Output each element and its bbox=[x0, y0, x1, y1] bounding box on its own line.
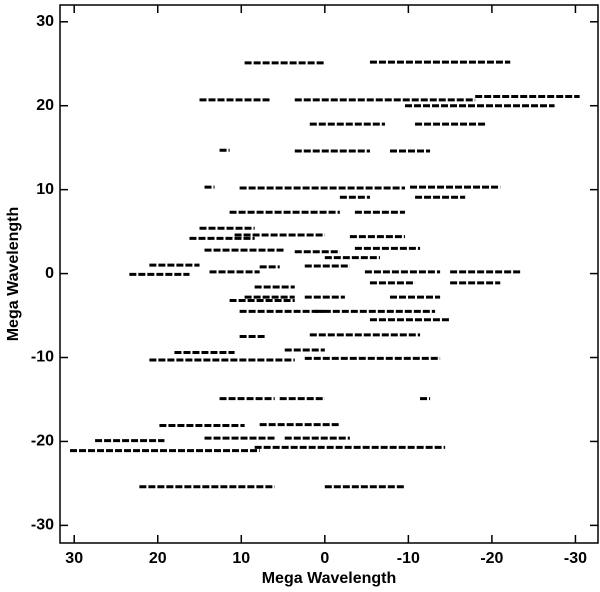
y-tick-label: 0 bbox=[45, 265, 54, 282]
x-tick-label: -20 bbox=[480, 550, 503, 567]
y-axis-title: Mega Wavelength bbox=[5, 207, 22, 342]
y-tick-label: 30 bbox=[36, 13, 54, 30]
x-tick-label: 0 bbox=[320, 550, 329, 567]
x-tick-label: -30 bbox=[564, 550, 587, 567]
x-tick-label: 10 bbox=[232, 550, 250, 567]
y-tick-label: -20 bbox=[31, 433, 54, 450]
y-tick-label: 10 bbox=[36, 181, 54, 198]
y-tick-label: 20 bbox=[36, 97, 54, 114]
x-tick-label: 20 bbox=[149, 550, 167, 567]
x-axis-title: Mega Wavelength bbox=[262, 570, 397, 587]
x-tick-label: 30 bbox=[65, 550, 83, 567]
y-tick-label: -30 bbox=[31, 517, 54, 534]
y-tick-label: -10 bbox=[31, 349, 54, 366]
x-tick-label: -10 bbox=[397, 550, 420, 567]
